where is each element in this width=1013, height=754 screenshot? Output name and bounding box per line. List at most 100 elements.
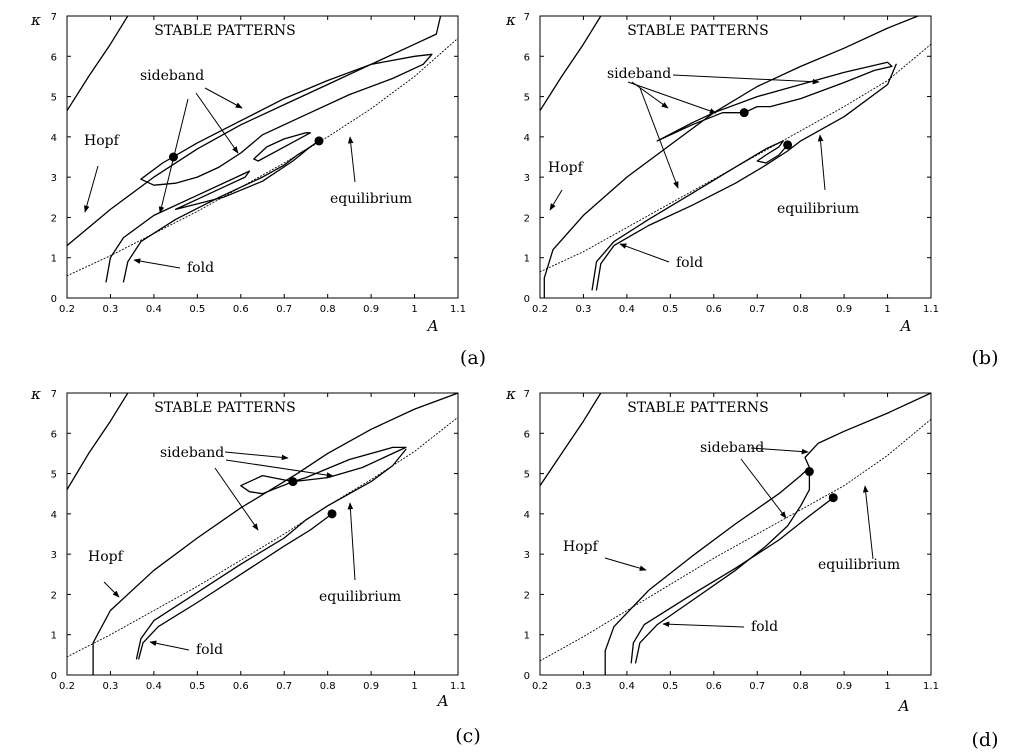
stability-curve-1 — [92, 393, 458, 675]
x-tick-label: 1.1 — [923, 681, 939, 692]
annotation-arrow — [204, 87, 243, 109]
x-tick-label: 0.2 — [532, 681, 548, 692]
annotation-Hopf: Hopf — [84, 133, 121, 149]
annotation-arrow — [639, 87, 679, 189]
x-tick-label: 1 — [411, 681, 417, 692]
y-tick-label: 1 — [524, 254, 530, 265]
annotation-arrow — [158, 98, 189, 214]
panel-title: STABLE PATTERNS — [627, 23, 769, 39]
codim-point — [327, 509, 337, 519]
stability-curve-3 — [591, 140, 789, 291]
stability-curve-0 — [540, 393, 602, 487]
x-tick-label: 0.7 — [276, 681, 292, 692]
x-tick-label: 0.3 — [575, 681, 591, 692]
equilibrium-curve — [540, 43, 931, 273]
panel-label: (b) — [972, 347, 999, 369]
stability-curve-2 — [140, 53, 433, 186]
annotation-fold: fold — [196, 642, 223, 658]
y-tick-label: 2 — [51, 590, 57, 601]
annotation-arrow — [214, 467, 259, 531]
y-tick-label: 5 — [524, 470, 530, 481]
y-tick-label: 3 — [51, 173, 57, 184]
stability-curve-0 — [67, 393, 129, 491]
y-tick-label: 6 — [51, 52, 57, 63]
stability-curve-1 — [543, 16, 919, 298]
x-axis-label: A — [899, 317, 912, 335]
plot-frame — [539, 392, 932, 676]
codim-point — [739, 108, 749, 118]
x-tick-label: 1.1 — [450, 304, 466, 315]
y-tick-label: 6 — [51, 429, 57, 440]
equilibrium-curve — [67, 416, 458, 658]
y-tick-label: 0 — [524, 671, 530, 682]
y-tick-label: 3 — [524, 550, 530, 561]
y-tick-label: 4 — [51, 510, 57, 521]
annotation-sideband: sideband — [607, 66, 671, 82]
y-axis-label: κ — [30, 385, 41, 403]
annotation-arrow — [817, 134, 826, 191]
x-tick-label: 0.7 — [276, 304, 292, 315]
y-tick-label: 5 — [51, 93, 57, 104]
x-tick-label: 0.4 — [619, 681, 635, 692]
x-tick-label: 0.8 — [793, 304, 809, 315]
annotation-arrow — [627, 81, 717, 114]
annotation-equilibrium: equilibrium — [330, 191, 412, 207]
annotation-sideband: sideband — [140, 68, 204, 84]
panel-title: STABLE PATTERNS — [154, 23, 296, 39]
annotation-arrow — [225, 459, 334, 478]
stability-curve-2 — [656, 61, 893, 142]
x-tick-label: 1 — [884, 304, 890, 315]
annotation-arrow — [347, 502, 356, 581]
x-tick-label: 1.1 — [923, 304, 939, 315]
y-tick-label: 1 — [51, 254, 57, 265]
x-tick-label: 0.8 — [320, 681, 336, 692]
y-tick-label: 6 — [524, 52, 530, 63]
stability-curve-1 — [604, 393, 931, 675]
x-tick-label: 0.6 — [233, 304, 249, 315]
annotation-arrow — [619, 243, 670, 263]
x-tick-label: 0.5 — [189, 681, 205, 692]
annotation-arrow — [662, 621, 745, 628]
stability-curve-2 — [240, 446, 407, 495]
y-tick-label: 4 — [524, 133, 530, 144]
x-tick-label: 0.9 — [836, 681, 852, 692]
annotation-arrow — [604, 557, 647, 571]
y-tick-label: 2 — [524, 590, 530, 601]
stability-curve-3 — [105, 140, 320, 283]
stability-curve-0 — [540, 16, 602, 112]
plot-frame — [539, 15, 932, 299]
annotation-fold: fold — [676, 255, 703, 271]
annotation-equilibrium: equilibrium — [818, 557, 900, 573]
y-tick-label: 5 — [51, 470, 57, 481]
panel-4: 0.2 0.3 0.4 0.5 0.6 0.7 0.8 0.9 1 1.1 0 1 2 3 4 5 6 7 STAB… — [505, 385, 998, 751]
stability-curve-3 — [135, 448, 407, 660]
x-tick-label: 0.2 — [532, 304, 548, 315]
y-tick-label: 7 — [51, 389, 57, 400]
annotation-arrow — [195, 92, 239, 154]
stability-curve-4 — [138, 513, 333, 660]
x-tick-label: 0.3 — [575, 304, 591, 315]
codim-point — [804, 467, 814, 477]
annotation-Hopf: Hopf — [88, 549, 125, 565]
stability-curve-4 — [595, 63, 897, 291]
x-tick-label: 1 — [411, 304, 417, 315]
stability-curve-2 — [634, 472, 811, 664]
panel-label: (d) — [972, 729, 999, 751]
panel-2: 0.2 0.3 0.4 0.5 0.6 0.7 0.8 0.9 1 1.1 0 1 2 3 4 5 6 7 STAB… — [505, 11, 998, 369]
x-tick-label: 0.8 — [320, 304, 336, 315]
plot-frame — [66, 15, 459, 299]
x-tick-label: 0.7 — [749, 304, 765, 315]
annotation-arrow — [750, 447, 809, 455]
stability-curve-5 — [253, 132, 311, 162]
x-axis-label: A — [426, 317, 439, 335]
x-tick-label: 0.3 — [102, 304, 118, 315]
y-tick-label: 3 — [524, 173, 530, 184]
stability-curve-4 — [122, 140, 320, 283]
y-tick-label: 5 — [524, 93, 530, 104]
y-tick-label: 0 — [524, 294, 530, 305]
x-tick-label: 0.4 — [619, 304, 635, 315]
x-tick-label: 0.6 — [706, 681, 722, 692]
codim-point — [783, 140, 793, 150]
y-tick-label: 4 — [524, 510, 530, 521]
